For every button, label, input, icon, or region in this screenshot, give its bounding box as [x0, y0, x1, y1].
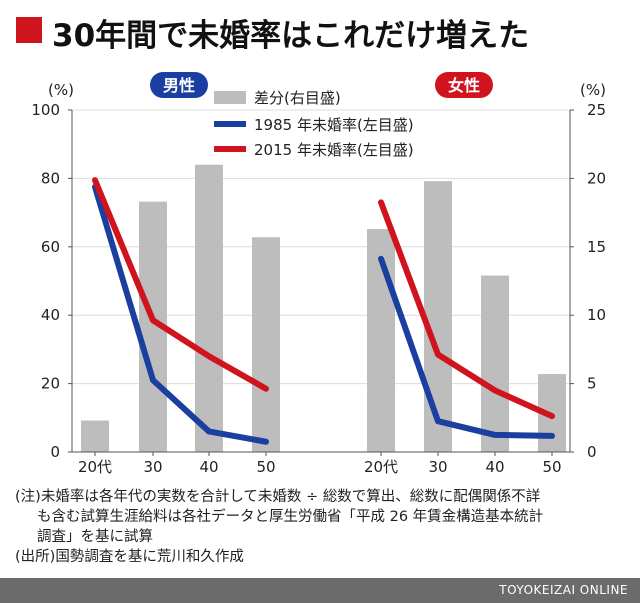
- panel-badge-label: 男性: [163, 76, 195, 95]
- panel-badge: [150, 72, 208, 98]
- line-1985: [378, 255, 555, 439]
- left-tick-label: 60: [41, 238, 60, 256]
- right-tick-label: 25: [587, 101, 606, 119]
- left-tick-label: 100: [31, 101, 60, 119]
- x-tick-label: 20代: [364, 458, 398, 476]
- x-tick-label: 50: [256, 458, 275, 476]
- x-tick-label: 40: [485, 458, 504, 476]
- panel-badge: [435, 72, 493, 98]
- diff-bar: [252, 237, 280, 452]
- legend-swatch-diff: [214, 91, 246, 104]
- x-tick-label: 30: [143, 458, 162, 476]
- note-line-4: (出所)国勢調査を基に荒川和久作成: [15, 549, 244, 565]
- left-axis-unit: (%): [48, 81, 74, 99]
- x-tick-label: 40: [199, 458, 218, 476]
- right-tick-label: 5: [587, 375, 597, 393]
- right-tick-label: 0: [587, 443, 597, 461]
- chart-title: 30年間で未婚率はこれだけ増えた: [52, 18, 530, 54]
- right-tick-label: 15: [587, 238, 606, 256]
- title-marker: [16, 17, 42, 43]
- right-tick-label: 10: [587, 306, 606, 324]
- notes: (注)未婚率は各年代の実数を合計して未婚数 ÷ 総数で算出、総数に配偶関係不詳 …: [15, 487, 543, 567]
- x-tick-label: 30: [428, 458, 447, 476]
- line-2015: [92, 177, 269, 392]
- line-1985: [92, 183, 269, 445]
- legend-label-diff: 差分(右目盛): [254, 89, 341, 107]
- panel-badge-label: 女性: [448, 76, 480, 95]
- left-tick-label: 0: [50, 443, 60, 461]
- right-tick-label: 20: [587, 169, 606, 187]
- left-tick-label: 20: [41, 375, 60, 393]
- note-line-2: も含む試算生涯給料は各社データと厚生労働省「平成 26 年賃金構造基本統計: [37, 509, 544, 525]
- note-line-3: 調査」を基に試算: [37, 529, 153, 545]
- diff-bar: [481, 275, 509, 452]
- line-2015: [378, 199, 555, 420]
- footer-bar: TOYOKEIZAI ONLINE: [0, 578, 640, 603]
- legend-label-1985: 1985 年未婚率(左目盛): [254, 116, 414, 134]
- diff-bar: [195, 164, 223, 452]
- diff-bar: [424, 181, 452, 453]
- note-line-1: (注)未婚率は各年代の実数を合計して未婚数 ÷ 総数で算出、総数に配偶関係不詳: [15, 489, 541, 505]
- left-tick-label: 80: [41, 169, 60, 187]
- footer-brand: TOYOKEIZAI ONLINE: [499, 583, 628, 597]
- legend-label-2015: 2015 年未婚率(左目盛): [254, 141, 414, 159]
- right-axis-unit: (%): [580, 81, 606, 99]
- x-tick-label: 20代: [78, 458, 112, 476]
- chart-area: (%) (%) 差分(右目盛) 1985 年未婚率(左目盛) 2015 年未婚率…: [31, 72, 606, 476]
- left-tick-label: 40: [41, 306, 60, 324]
- diff-bar: [81, 420, 109, 452]
- x-tick-label: 50: [542, 458, 561, 476]
